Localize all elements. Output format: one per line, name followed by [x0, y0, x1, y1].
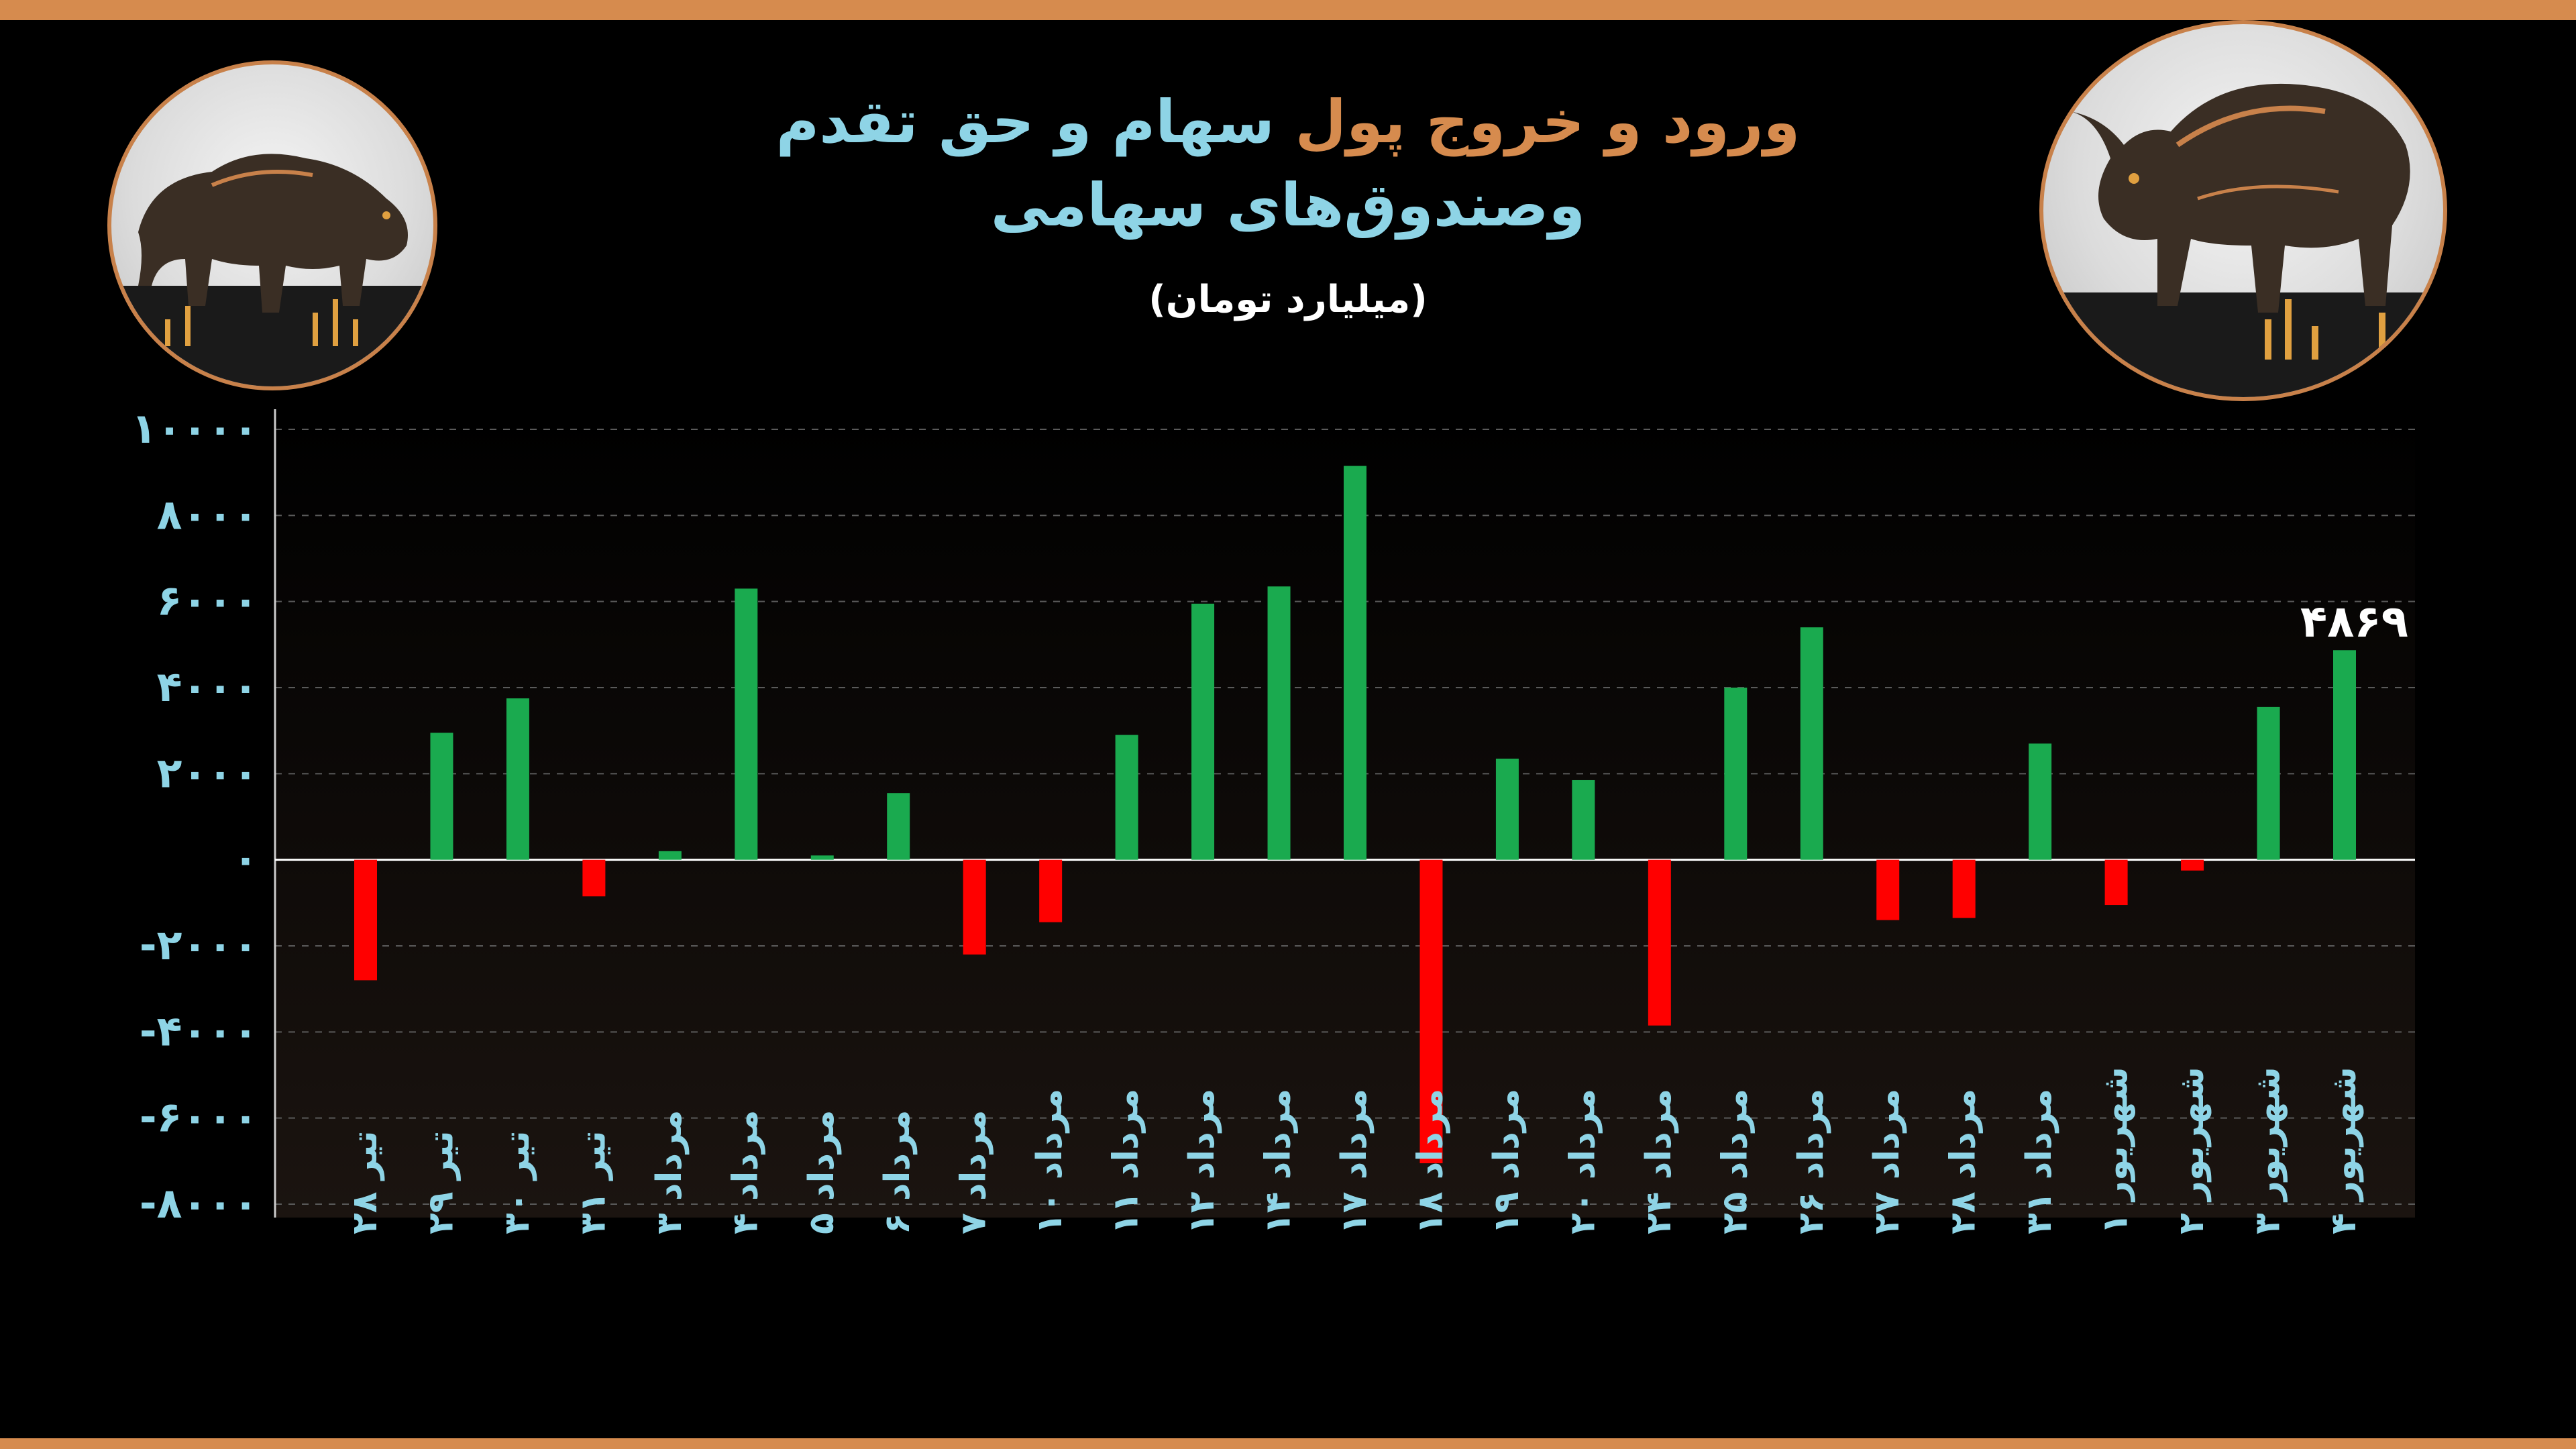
x-tick-label: مرداد ۴ [725, 1110, 765, 1234]
x-tick-label: مرداد ۲۰ [1562, 1089, 1603, 1234]
bar [658, 851, 682, 860]
x-tick-label: مرداد ۱۷ [1334, 1089, 1375, 1234]
bar [2257, 706, 2280, 860]
bar [887, 793, 910, 860]
x-tick-label: مرداد ۱۲ [1182, 1089, 1222, 1234]
y-tick-label: -۶۰۰۰ [140, 1093, 258, 1142]
bar [963, 859, 986, 955]
y-tick-label: ۸۰۰۰ [157, 490, 258, 539]
title-part-blue: سهام و حق تقدم [775, 87, 1275, 156]
x-tick-label: شهریور ۴ [2324, 1067, 2364, 1234]
bar [1876, 859, 1900, 920]
bar [1191, 603, 1215, 860]
bar [506, 698, 529, 860]
bar [1267, 586, 1291, 860]
x-tick-label: مرداد ۷ [954, 1110, 994, 1234]
data-label: ۴۸۶۹ [2300, 596, 2408, 647]
y-tick-label: ۲۰۰۰ [157, 748, 258, 797]
bar [2104, 859, 2128, 906]
x-tick-label: تیر ۲۹ [421, 1130, 461, 1234]
y-tick-label: ۶۰۰۰ [157, 576, 258, 625]
bar [1039, 859, 1063, 922]
x-tick-label: تیر ۲۸ [345, 1130, 385, 1234]
x-tick-label: مرداد ۵ [802, 1110, 842, 1234]
x-tick-label: مرداد ۲۸ [1943, 1089, 1984, 1234]
x-tick-label: مرداد ۳۱ [2019, 1089, 2059, 1234]
bar [354, 859, 377, 981]
bars [354, 466, 2356, 1164]
chart-title: ورود و خروج پول سهام و حق تقدم وصندوق‌ها… [0, 80, 2576, 321]
unit-label: (میلیارد تومان) [1148, 278, 1428, 321]
x-tick-label: شهریور ۱ [2096, 1067, 2136, 1234]
bar [810, 855, 834, 860]
bar [1724, 688, 1748, 860]
bar [2029, 743, 2052, 860]
x-tick-label: مرداد ۲۴ [1639, 1089, 1679, 1234]
x-tick-label: مرداد ۲۷ [1867, 1089, 1907, 1234]
x-tick-label: مرداد ۲۶ [1791, 1089, 1831, 1234]
y-tick-label: -۲۰۰۰ [140, 920, 258, 969]
x-tick-label: مرداد ۱۹ [1487, 1089, 1527, 1234]
x-tick-label: مرداد ۱۱ [1106, 1089, 1146, 1234]
bar [1648, 859, 1671, 1026]
bar [2181, 859, 2204, 871]
bar [1344, 466, 1366, 860]
title-part-orange: ورود و خروج پول [1295, 87, 1801, 156]
x-tick-label: مرداد ۶ [877, 1110, 918, 1234]
bar [582, 859, 606, 897]
labels: -۸۰۰۰ -۶۰۰۰ -۴۰۰۰ -۲۰۰۰ ۰ ۲۰۰۰ ۴۰۰۰ ۶۰۰۰ ۸۰۰۰ ۱۰۰… [131, 404, 2408, 1234]
bottom-frame-bar [0, 1438, 2576, 1449]
top-frame-bar [0, 0, 2576, 20]
bar [1115, 735, 1138, 860]
y-tick-label: -۸۰۰۰ [140, 1179, 258, 1228]
bar [1952, 859, 1976, 918]
x-tick-label: مرداد ۱۰ [1030, 1089, 1070, 1234]
x-tick-label: تیر ۳۱ [573, 1130, 613, 1234]
x-tick-label: مرداد ۱۸ [1410, 1089, 1450, 1234]
bar [1419, 859, 1443, 1164]
y-tick-label: ۱۰۰۰۰ [131, 404, 258, 453]
bar [1572, 780, 1595, 860]
x-tick-label: مرداد ۳ [649, 1110, 690, 1234]
x-tick-label: شهریور ۲ [2171, 1067, 2212, 1234]
bull-icon [2039, 20, 2447, 401]
bar [1800, 627, 1823, 860]
x-tick-label: مرداد ۱۴ [1258, 1089, 1299, 1234]
bar [2333, 650, 2356, 860]
x-tick-label: تیر ۳۰ [497, 1130, 537, 1234]
x-tick-label: شهریور ۳ [2248, 1067, 2288, 1234]
bar [735, 588, 758, 860]
y-tick-label: ۴۰۰۰ [157, 662, 258, 711]
bar [430, 733, 453, 860]
title-line-1: ورود و خروج پول سهام و حق تقدم [0, 80, 2576, 164]
bar [1495, 758, 1519, 860]
x-tick-label: مرداد ۲۵ [1715, 1089, 1755, 1234]
y-tick-label: -۴۰۰۰ [140, 1006, 258, 1055]
y-tick-label: ۰ [233, 835, 258, 883]
title-line-2: وصندوق‌های سهامی [990, 170, 1586, 239]
